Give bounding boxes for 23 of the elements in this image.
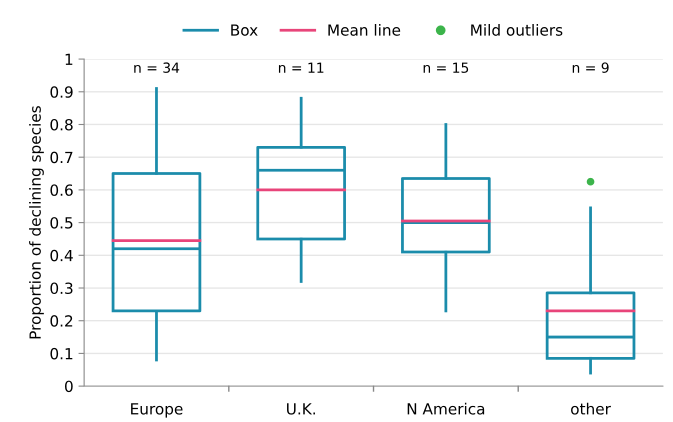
y-tick-label: 0.8 bbox=[50, 118, 73, 131]
x-tick-label: U.K. bbox=[287, 403, 315, 415]
y-tick-label: 0.1 bbox=[50, 348, 72, 360]
y-tick-label: 1 bbox=[66, 54, 72, 65]
x-tick-label: other bbox=[571, 402, 611, 415]
y-tick-label: 0.4 bbox=[50, 250, 73, 262]
y-tick-label: 0.3 bbox=[50, 282, 72, 294]
annotation: n = 11 bbox=[278, 62, 324, 73]
legend-label: Mild outliers bbox=[471, 24, 562, 36]
y-tick-label: 0 bbox=[64, 380, 73, 392]
annotation: n = 9 bbox=[572, 62, 609, 73]
x-tick-label: N America bbox=[408, 402, 484, 415]
y-tick-label: 0.2 bbox=[50, 315, 72, 327]
y-tick-label: 0.6 bbox=[50, 184, 73, 196]
annotation: n = 15 bbox=[424, 62, 468, 73]
y-tick-label: 0.5 bbox=[50, 217, 72, 229]
legend-label: Mean line bbox=[328, 24, 400, 36]
annotation: n = 34 bbox=[134, 62, 180, 73]
y-axis-title: Proportion of declining species bbox=[29, 106, 44, 338]
y-tick-label: 0.9 bbox=[50, 86, 73, 98]
x-tick-label: Europe bbox=[131, 403, 183, 418]
y-tick-label: 0.7 bbox=[50, 152, 72, 164]
legend-label: Box bbox=[231, 24, 258, 36]
